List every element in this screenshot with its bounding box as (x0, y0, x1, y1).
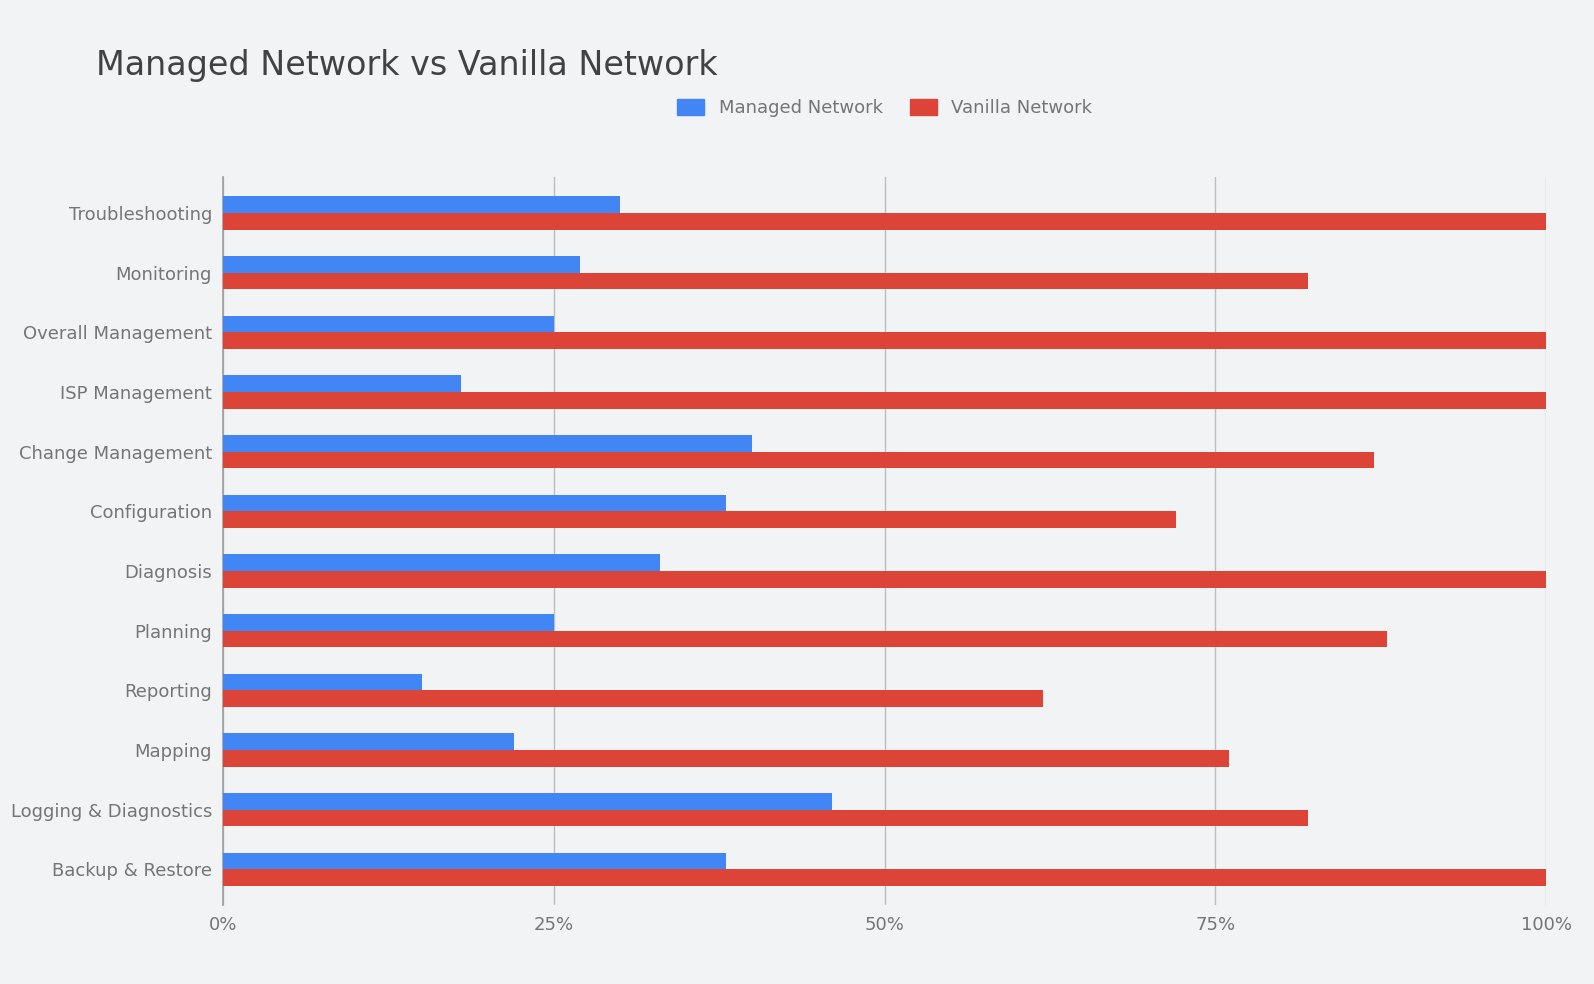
Bar (223, 571, 1546, 587)
Bar (223, 316, 555, 333)
Bar (223, 674, 421, 691)
Bar (223, 273, 1309, 289)
Text: Managed Network vs Vanilla Network: Managed Network vs Vanilla Network (96, 49, 717, 83)
Bar (223, 733, 515, 750)
Bar (223, 256, 580, 273)
Bar (223, 691, 1044, 707)
Bar (223, 810, 1309, 827)
Bar (223, 554, 660, 571)
Bar (223, 750, 1229, 767)
Legend: Managed Network, Vanilla Network: Managed Network, Vanilla Network (669, 92, 1100, 124)
Bar (223, 512, 1176, 528)
Bar (223, 196, 620, 213)
Bar (223, 452, 1374, 468)
Bar (223, 853, 725, 870)
Bar (223, 333, 1546, 349)
Bar (223, 793, 832, 810)
Bar (223, 435, 752, 452)
Bar (223, 870, 1546, 887)
Bar (223, 213, 1546, 229)
Bar (223, 631, 1387, 647)
Bar (223, 614, 555, 631)
Bar (223, 495, 725, 512)
Bar (223, 375, 461, 392)
Bar (223, 392, 1546, 408)
